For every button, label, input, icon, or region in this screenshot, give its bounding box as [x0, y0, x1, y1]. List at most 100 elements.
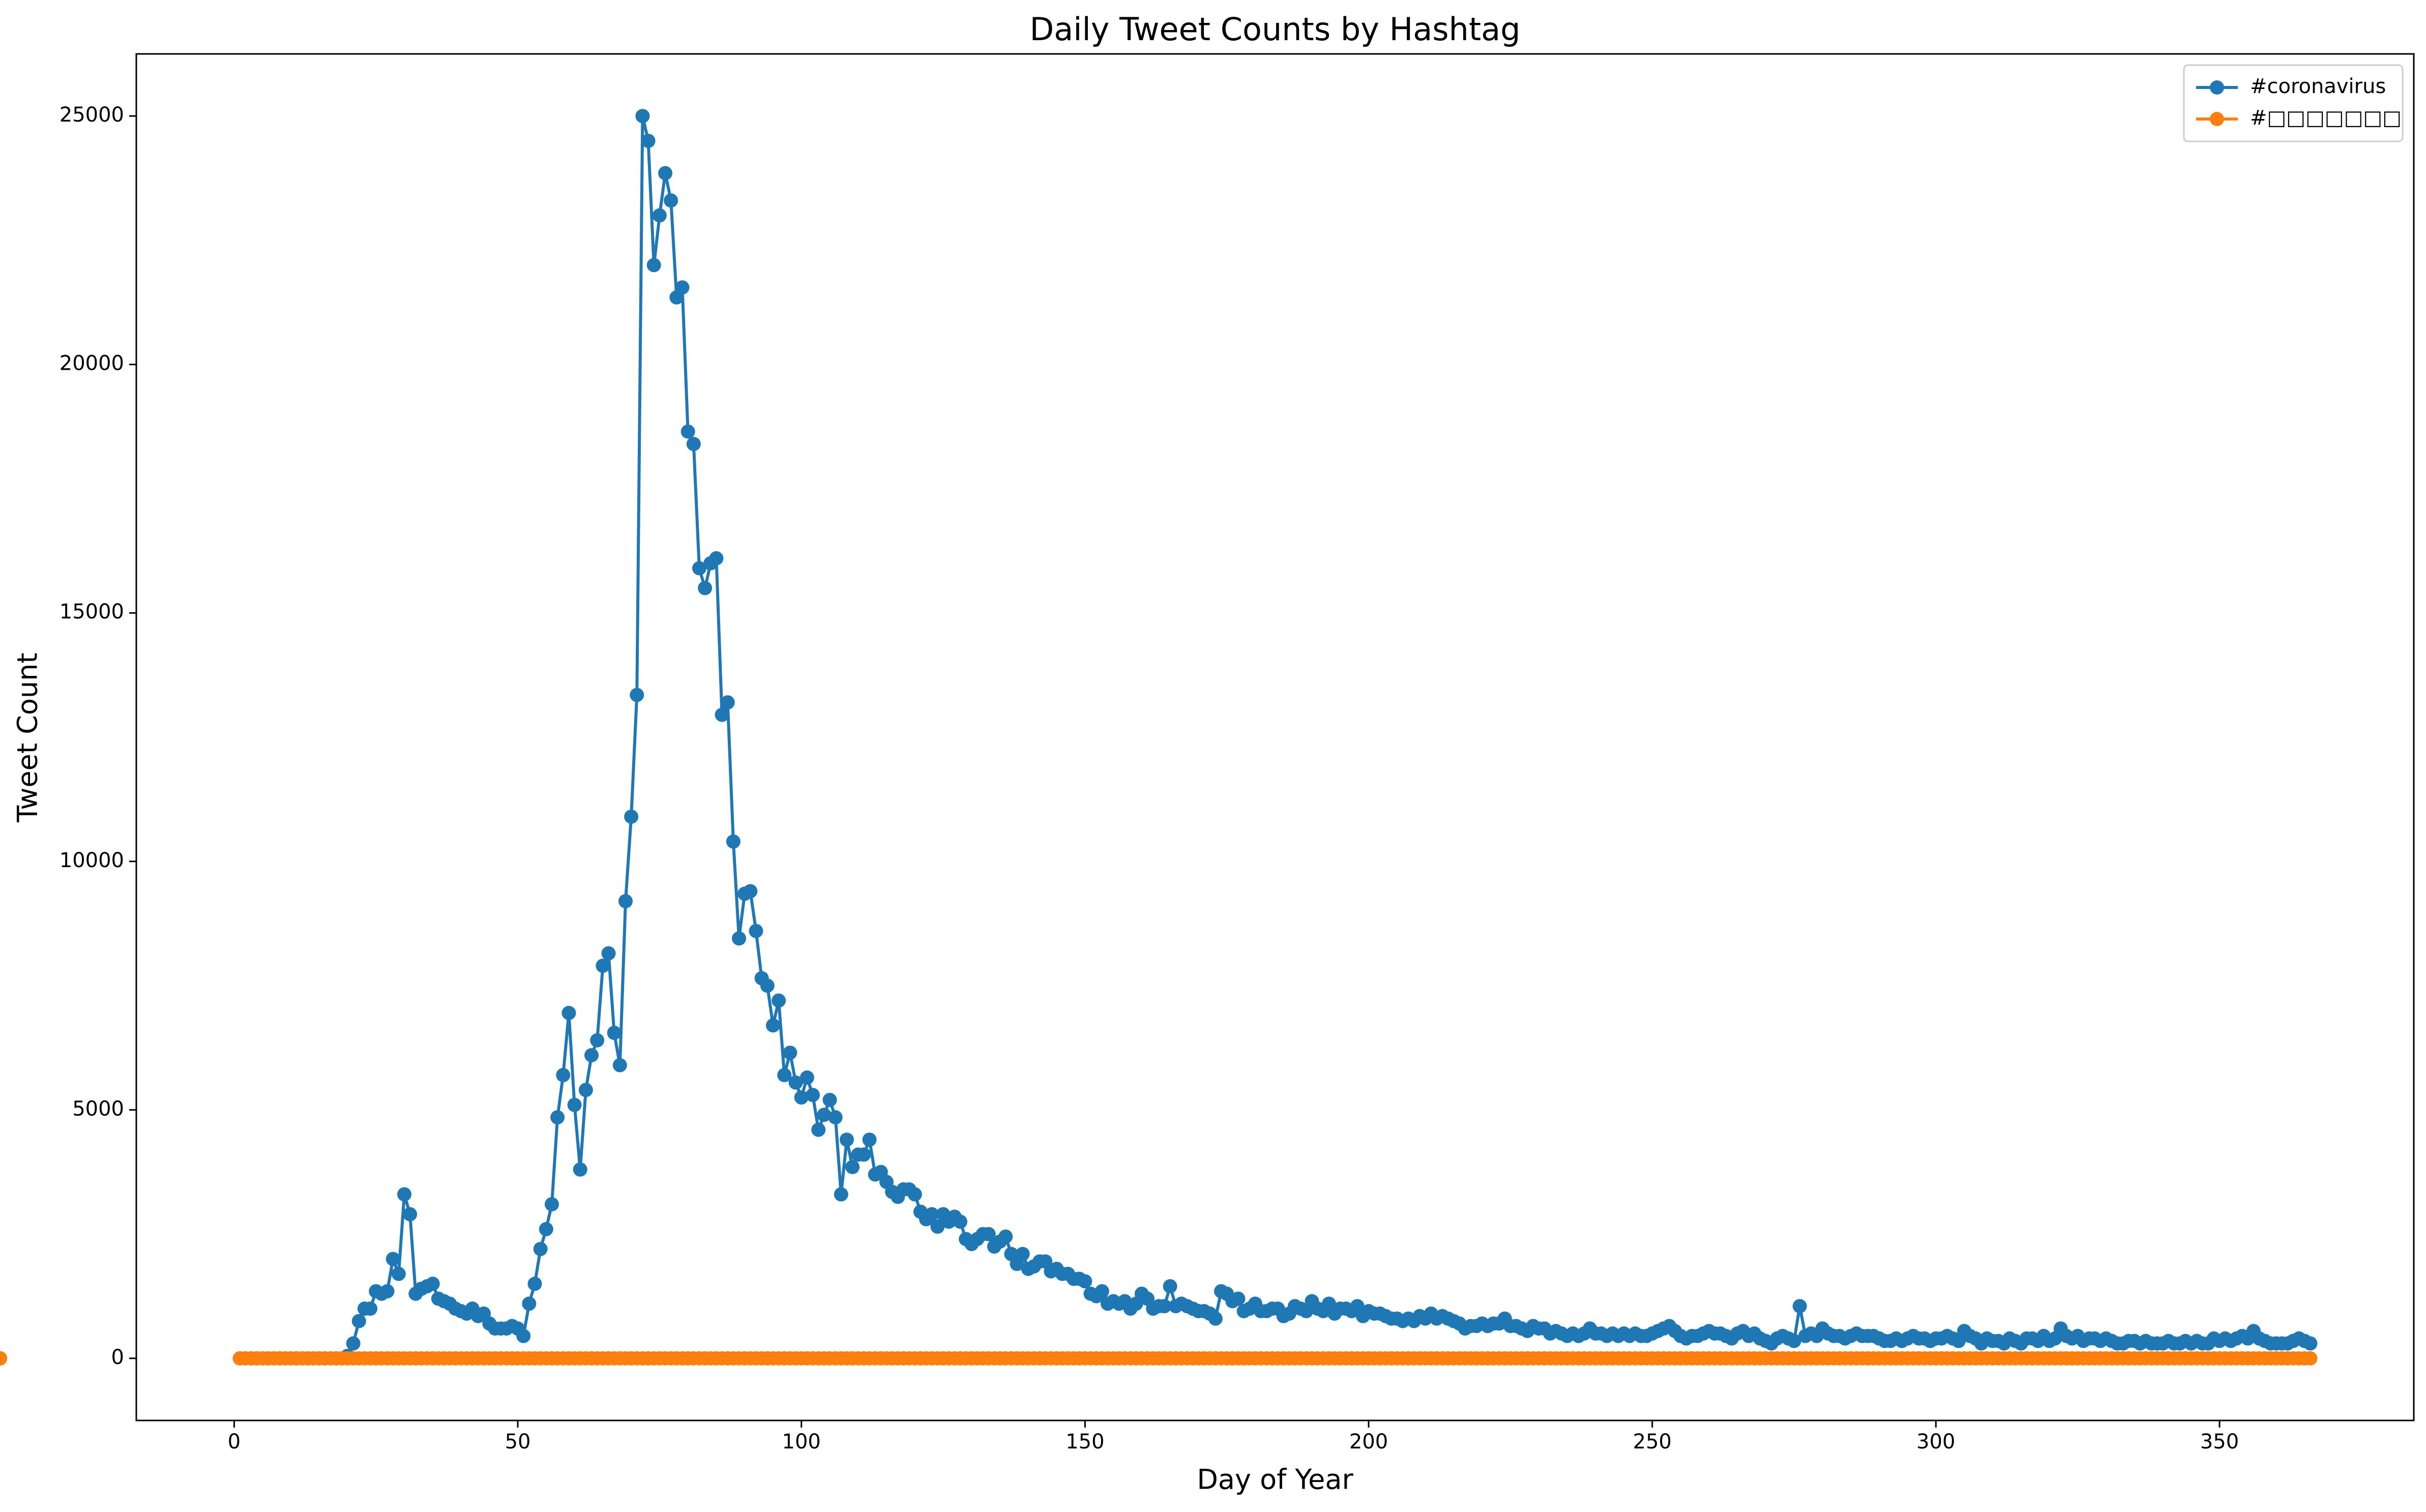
data-point [1094, 1284, 1109, 1298]
data-point [1787, 1333, 1801, 1348]
data-point [533, 1241, 548, 1256]
data-point [834, 1187, 848, 1202]
data-point [1163, 1279, 1177, 1294]
data-point [698, 581, 713, 596]
y-axis-label: Tweet Count [12, 653, 44, 822]
data-point [567, 1098, 582, 1112]
data-point [720, 695, 735, 710]
data-point [1015, 1247, 1030, 1261]
y-tick-label: 0 [111, 1346, 124, 1369]
data-point [862, 1132, 877, 1147]
legend-frame [2183, 64, 2404, 142]
data-point [777, 1068, 792, 1082]
data-point [930, 1219, 945, 1234]
data-point [800, 1070, 814, 1085]
data-point [907, 1187, 922, 1202]
x-tick-label: 200 [1349, 1430, 1388, 1454]
data-point [652, 208, 667, 223]
data-point [743, 884, 758, 899]
data-point [686, 437, 701, 452]
data-point [925, 1207, 939, 1222]
plot-area [0, 109, 2318, 1366]
data-point [765, 1018, 780, 1033]
data-point [998, 1229, 1013, 1244]
x-tick-label: 50 [505, 1430, 531, 1454]
data-point [664, 193, 678, 208]
data-point [811, 1122, 826, 1137]
data-point [822, 1092, 837, 1107]
data-point [794, 1090, 809, 1105]
legend-marker [2210, 112, 2224, 126]
data-point [646, 258, 661, 273]
data-point [630, 688, 644, 702]
data-point [641, 133, 656, 148]
data-point [601, 946, 616, 961]
data-point [732, 931, 747, 946]
data-point [839, 1132, 854, 1147]
y-tick-label: 20000 [60, 352, 124, 375]
legend-label: #coronavirus [2250, 75, 2386, 98]
data-point [590, 1033, 605, 1048]
x-tick-label: 250 [1633, 1430, 1672, 1454]
data-point [783, 1045, 797, 1060]
data-point [618, 894, 633, 908]
x-axis-label: Day of Year [1197, 1464, 1353, 1496]
legend-marker [2210, 80, 2224, 95]
data-point [709, 551, 724, 566]
data-point [624, 809, 639, 824]
data-point [1231, 1291, 1246, 1306]
x-tick-label: 100 [782, 1430, 821, 1454]
data-point [2303, 1351, 2318, 1366]
data-point [607, 1025, 622, 1040]
data-point [675, 280, 690, 295]
x-tick-label: 300 [1916, 1430, 1955, 1454]
data-point [788, 1075, 803, 1090]
y-tick-label: 10000 [60, 849, 124, 872]
data-point [584, 1048, 599, 1062]
data-point [550, 1110, 565, 1124]
data-point [578, 1083, 593, 1098]
data-point [845, 1160, 860, 1174]
legend: #coronavirus #□□□□□□□ [2183, 64, 2404, 142]
data-point [726, 834, 741, 849]
data-point [1157, 1299, 1172, 1314]
data-point [681, 424, 695, 439]
y-tick-label: 25000 [60, 103, 124, 127]
data-point [596, 958, 610, 973]
data-point [346, 1336, 361, 1351]
data-point [1792, 1299, 1807, 1314]
data-point [658, 166, 673, 181]
data-point [760, 979, 775, 993]
x-tick-label: 0 [228, 1430, 241, 1454]
data-point [561, 1005, 576, 1020]
data-point [749, 924, 763, 938]
x-tick-label: 350 [2200, 1430, 2239, 1454]
y-tick-label: 15000 [60, 600, 124, 624]
data-point [2303, 1336, 2318, 1351]
data-point [539, 1222, 553, 1236]
data-point [516, 1328, 531, 1343]
data-point [953, 1214, 967, 1229]
data-point [856, 1147, 871, 1162]
data-point [573, 1162, 587, 1177]
data-point [544, 1197, 559, 1211]
data-point [0, 1351, 7, 1366]
data-point [1208, 1311, 1223, 1326]
y-tick-label: 5000 [72, 1097, 124, 1120]
legend-label: #□□□□□□□ [2250, 106, 2402, 130]
data-point [612, 1058, 627, 1073]
data-point [397, 1187, 411, 1202]
data-point [363, 1301, 378, 1316]
data-point [380, 1284, 395, 1298]
data-point [527, 1277, 542, 1291]
data-point [351, 1314, 366, 1328]
axes-frame [135, 53, 2415, 1421]
x-tick-label: 150 [1066, 1430, 1104, 1454]
data-point [635, 109, 650, 124]
data-point [806, 1088, 820, 1103]
data-point [556, 1068, 571, 1082]
data-point [1078, 1274, 1092, 1289]
